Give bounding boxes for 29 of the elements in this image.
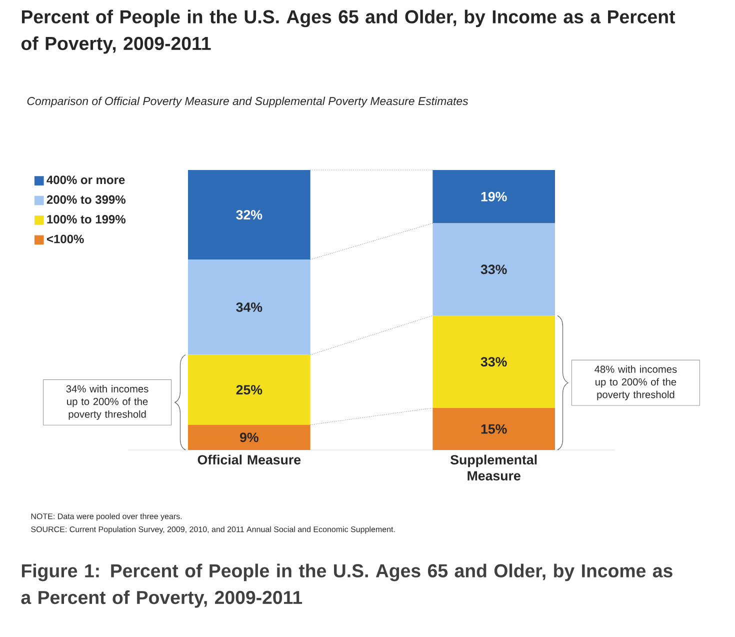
data-label: 33%	[480, 357, 507, 367]
bar	[188, 354, 310, 425]
source-note: SOURCE: Current Population Survey, 2009, 2010, and 2011 Annual Social and Economic Supplement.	[31, 526, 395, 534]
bar	[432, 316, 555, 408]
chart-title: Percent of People in the U.S. Ages 65 and Older, by Income as a Percent of Poverty, 2009-2011	[21, 10, 676, 54]
data-label: 9%	[240, 432, 258, 442]
data-label: 19%	[481, 192, 507, 202]
chart-subtitle: Comparison of Official Poverty Measure and Supplemental Poverty Measure Estimates	[27, 96, 468, 108]
data-label: 25%	[236, 385, 262, 395]
legend-label: 200% to 399%	[46, 195, 126, 204]
bar	[188, 260, 310, 355]
bar	[188, 170, 310, 260]
bar	[188, 424, 310, 450]
legend-label: <100%	[46, 234, 84, 244]
x-tick-label: Official Measure	[198, 454, 301, 464]
bar	[432, 408, 555, 450]
data-label: 32%	[236, 210, 262, 220]
legend-label: 400% or more	[46, 176, 125, 184]
annotation: 48% with incomes up to 200% of the poverty threshold	[594, 365, 677, 400]
data-label: 15%	[481, 424, 507, 434]
bar	[432, 223, 555, 316]
caption: Figure 1: Percent of People in the U.S. Ages 65 and Older, by Income as a Percent of Poverty, 2009-2011	[21, 564, 672, 608]
annotation: 34% with incomes up to 200% of the poverty threshold	[66, 385, 148, 420]
bar	[432, 170, 555, 224]
legend-label: 100% to 199%	[47, 215, 126, 224]
x-tick-label: Supplemental Measure	[450, 454, 537, 480]
data-label: 33%	[480, 264, 507, 274]
data-label: 34%	[236, 302, 262, 312]
text: NOTE: Data were pooled over three years.	[31, 513, 182, 521]
